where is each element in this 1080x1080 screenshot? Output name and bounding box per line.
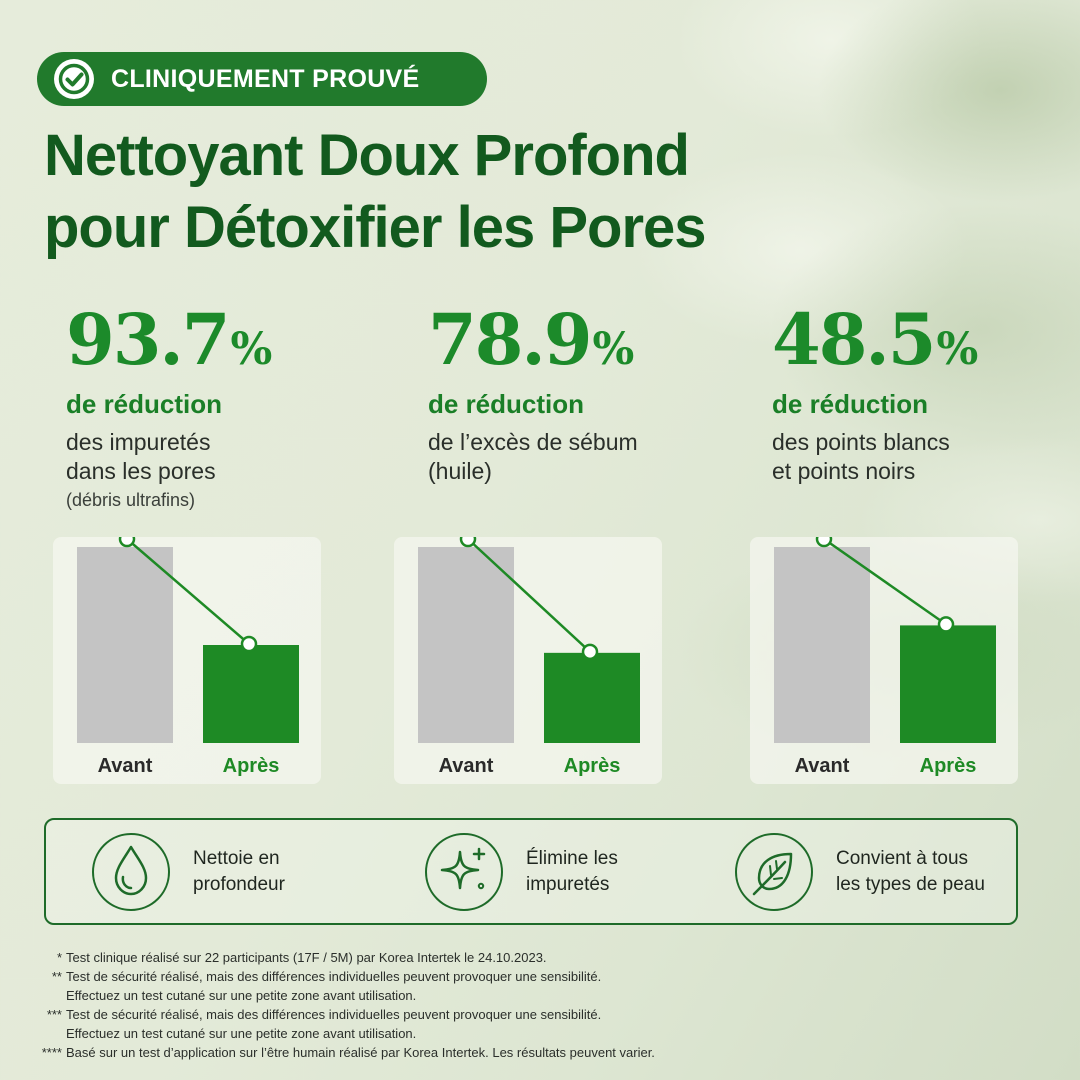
stat-description: des impuretés dans les pores: [66, 428, 386, 486]
stat-label: de réduction: [772, 389, 929, 419]
stat-unit: %: [592, 324, 635, 375]
category-label-before: Avant: [795, 755, 850, 777]
category-label-before: Avant: [98, 755, 153, 777]
stat-sebum: 78.9% de réduction de l’excès de sébum (…: [428, 305, 748, 486]
footnote-text-continued: Effectuez un test cutané sur une petite …: [66, 1026, 417, 1041]
feature-label-line-2: profondeur: [193, 874, 285, 895]
feature-deep-cleanse: Nettoie en profondeur: [91, 832, 363, 912]
bar-after: [203, 645, 299, 743]
footnote-text-continued: Effectuez un test cutané sur une petite …: [66, 988, 417, 1003]
water-drop-icon: [92, 833, 170, 911]
footnote-mark: **: [51, 969, 62, 984]
stat-label: de réduction: [428, 389, 585, 419]
feature-label: Élimine les impuretés: [526, 846, 696, 898]
stat-label: de réduction: [66, 389, 223, 419]
chart-sebum: Avant Après: [394, 537, 662, 784]
stat-number: 78.9: [428, 298, 592, 381]
sparkles-icon: [425, 833, 503, 911]
category-label-after: Après: [564, 755, 621, 777]
footnote: *** Test de sécurité réalisé, mais des d…: [38, 1005, 1048, 1043]
footnote-text: Test de sécurité réalisé, mais des diffé…: [66, 969, 602, 984]
feature-all-skin-types: Convient à tous les types de peau: [734, 832, 1006, 912]
title-line-1: Nettoyant Doux Profond: [44, 123, 690, 188]
stat-value: 78.9%: [428, 305, 748, 375]
stat-desc-line-2: et points noirs: [772, 458, 916, 484]
title-line-2: pour Détoxifier les Pores: [44, 195, 707, 260]
check-circle-icon: [54, 59, 94, 99]
category-label-after: Après: [223, 755, 280, 777]
feature-label-line-2: impuretés: [526, 874, 610, 895]
chart-impurities: Avant Après: [53, 537, 321, 784]
footnote-text: Test de sécurité réalisé, mais des diffé…: [66, 1007, 602, 1022]
bar-chart: Avant Après: [418, 537, 640, 777]
bar-before: [77, 547, 173, 743]
footnote-text: Test clinique réalisé sur 22 participant…: [66, 950, 547, 965]
trend-marker-before: [118, 537, 136, 548]
trend-marker-before: [815, 537, 833, 548]
stat-number: 48.5: [772, 298, 936, 381]
stat-desc-line-1: de l’excès de sébum: [428, 429, 638, 455]
feature-label: Convient à tous les types de peau: [836, 846, 1006, 898]
stat-note: (débris ultrafins): [66, 490, 196, 510]
bar-after: [544, 652, 640, 743]
footnote-text: Basé sur un test d’application sur l’êtr…: [66, 1045, 655, 1060]
feature-label-line-1: Convient à tous: [836, 848, 969, 869]
category-label-before: Avant: [439, 755, 494, 777]
stat-impurities: 93.7% de réduction des impuretés dans le…: [66, 305, 386, 511]
feature-label-line-1: Nettoie en: [193, 848, 280, 869]
trend-marker-after: [581, 643, 599, 661]
trend-line: [823, 537, 947, 626]
leaf-icon: [735, 833, 813, 911]
bar-before: [418, 547, 514, 743]
footnote-mark: ****: [41, 1045, 62, 1060]
stat-desc-line-2: (huile): [428, 458, 492, 484]
bar-chart: Avant Après: [77, 537, 299, 777]
chart-blackheads: Avant Après: [750, 537, 1018, 784]
feature-label: Nettoie en profondeur: [193, 846, 363, 898]
stat-desc-line-1: des impuretés: [66, 429, 211, 455]
stat-description: des points blancs et points noirs: [772, 428, 1080, 486]
footnote-mark: ***: [46, 1007, 62, 1022]
footnotes: * Test clinique réalisé sur 22 participa…: [38, 948, 1048, 1062]
feature-label-line-2: les types de peau: [836, 874, 985, 895]
stat-value: 93.7%: [66, 305, 386, 375]
bar-chart: Avant Après: [774, 537, 996, 777]
trend-marker-before: [459, 537, 477, 548]
stat-unit: %: [936, 324, 979, 375]
stat-desc-line-1: des points blancs: [772, 429, 950, 455]
category-label-after: Après: [920, 755, 977, 777]
clinically-proven-badge: CLINIQUEMENT PROUVÉ: [37, 52, 487, 106]
stat-unit: %: [230, 324, 273, 375]
footnote: * Test clinique réalisé sur 22 participa…: [38, 948, 1048, 967]
trend-line: [467, 538, 591, 653]
footnote-mark: *: [56, 950, 62, 965]
feature-label-line-1: Élimine les: [526, 848, 618, 869]
bar-after: [900, 625, 996, 743]
benefits-panel: Nettoie en profondeur Élimine les impure…: [44, 818, 1018, 925]
footnote: ** Test de sécurité réalisé, mais des di…: [38, 967, 1048, 1005]
bar-before: [774, 547, 870, 743]
footnote: **** Basé sur un test d’application sur …: [38, 1043, 1048, 1062]
feature-remove-impurities: Élimine les impuretés: [424, 832, 696, 912]
trend-marker-after: [937, 616, 955, 633]
page-title: Nettoyant Doux Profond pour Détoxifier l…: [44, 120, 864, 264]
stat-desc-line-2: dans les pores: [66, 458, 216, 484]
stat-value: 48.5%: [772, 305, 1080, 375]
stat-blackheads: 48.5% de réduction des points blancs et …: [772, 305, 1080, 486]
badge-label: CLINIQUEMENT PROUVÉ: [111, 64, 420, 93]
trend-marker-after: [240, 635, 258, 653]
trend-line: [126, 538, 250, 645]
stat-number: 93.7: [66, 298, 230, 381]
stat-description: de l’excès de sébum (huile): [428, 428, 748, 486]
